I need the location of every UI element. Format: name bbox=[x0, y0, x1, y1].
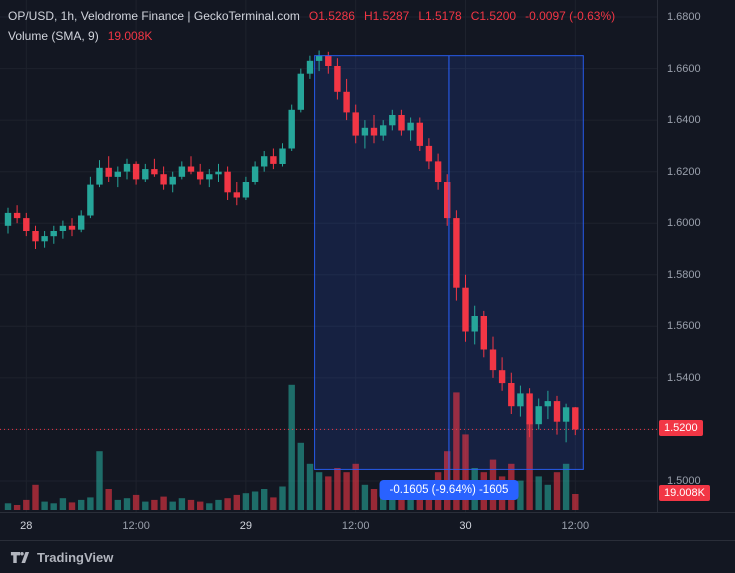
time-tick-label: 12:00 bbox=[341, 520, 370, 532]
ohlc-low: L1.5178 bbox=[418, 9, 462, 23]
price-tick-label: 1.6400 bbox=[667, 114, 701, 127]
price-tick-label: 1.5400 bbox=[667, 371, 701, 384]
price-tick-label: 1.6200 bbox=[667, 165, 701, 178]
current-price-badge: 1.5200 bbox=[659, 420, 703, 437]
symbol-title[interactable]: OP/USD, 1h, Velodrome Finance | GeckoTer… bbox=[8, 9, 300, 23]
volume-indicator-label[interactable]: Volume (SMA, 9) bbox=[8, 29, 99, 43]
tradingview-logo[interactable]: TradingView bbox=[10, 550, 113, 565]
measurement-overlay[interactable] bbox=[314, 55, 584, 500]
measurement-label-badge[interactable]: -0.1605 (-9.64%) -1605 bbox=[379, 480, 519, 500]
ohlc-open: O1.5286 bbox=[308, 9, 355, 23]
price-tick-label: 1.5000 bbox=[667, 475, 701, 487]
price-tick-label: 1.6000 bbox=[667, 217, 701, 230]
current-volume-badge: 19.008K bbox=[659, 485, 710, 502]
legend-row-symbol: OP/USD, 1h, Velodrome Finance | GeckoTer… bbox=[8, 6, 615, 26]
legend-row-volume: Volume (SMA, 9) 19.008K bbox=[8, 26, 615, 46]
tradingview-logo-icon bbox=[10, 551, 30, 563]
time-tick-label: 12:00 bbox=[122, 520, 150, 532]
volume-indicator-value: 19.008K bbox=[107, 29, 153, 43]
price-tick-label: 1.5600 bbox=[667, 320, 701, 333]
ohlc-high: H1.5287 bbox=[363, 9, 410, 23]
grid-layer bbox=[0, 0, 658, 512]
symbol-legend: OP/USD, 1h, Velodrome Finance | GeckoTer… bbox=[8, 6, 615, 46]
time-axis[interactable]: 28 12:00 29 12:00 30 12:00 bbox=[0, 512, 735, 540]
time-tick-label: 29 bbox=[239, 520, 253, 532]
time-tick-label: 30 bbox=[459, 520, 472, 532]
price-tick-label: 1.6800 bbox=[667, 11, 701, 23]
time-tick-label: 28 bbox=[20, 520, 33, 532]
candlesticks bbox=[4, 50, 579, 443]
ohlc-change: -0.0097 (-0.63%) bbox=[525, 9, 616, 23]
price-chart-canvas[interactable] bbox=[0, 0, 658, 512]
ohlc-close: C1.5200 bbox=[470, 9, 517, 23]
price-tick-label: 1.5800 bbox=[667, 268, 701, 281]
bottom-toolbar: TradingView bbox=[0, 540, 735, 573]
price-tick-label: 1.6600 bbox=[667, 62, 701, 75]
time-tick-label: 12:00 bbox=[561, 520, 590, 532]
tradingview-logo-text: TradingView bbox=[37, 549, 114, 565]
